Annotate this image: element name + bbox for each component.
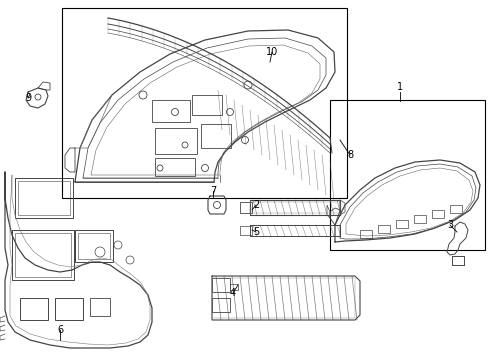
Bar [192, 95, 222, 115]
Bar [450, 205, 462, 213]
Bar [75, 230, 113, 262]
Bar [20, 298, 48, 320]
Bar [212, 278, 230, 292]
Bar [230, 284, 238, 290]
Bar [240, 202, 252, 213]
Bar [55, 298, 83, 320]
Bar [62, 8, 347, 198]
Text: 1: 1 [397, 82, 403, 92]
Bar [152, 100, 190, 122]
Bar [201, 124, 231, 148]
Bar [432, 210, 444, 218]
Text: 3: 3 [447, 220, 453, 230]
Text: 5: 5 [253, 227, 259, 237]
Bar [330, 100, 485, 250]
Bar [15, 178, 73, 218]
Text: 9: 9 [25, 93, 31, 103]
Bar [155, 158, 195, 176]
Bar [155, 128, 197, 154]
Bar [12, 230, 74, 280]
Bar [78, 233, 110, 259]
Bar [212, 298, 230, 312]
Text: 10: 10 [266, 47, 278, 57]
Bar [240, 226, 252, 235]
Bar [414, 215, 426, 223]
Text: 7: 7 [210, 186, 216, 196]
Text: 2: 2 [253, 200, 259, 210]
Bar [452, 256, 464, 265]
Bar [396, 220, 408, 228]
Bar [90, 298, 110, 316]
Text: 6: 6 [57, 325, 63, 335]
Bar [18, 181, 70, 215]
Bar [378, 225, 390, 233]
Text: 4: 4 [230, 288, 236, 298]
Text: 8: 8 [347, 150, 353, 160]
Bar [360, 230, 372, 238]
Bar [15, 233, 71, 277]
